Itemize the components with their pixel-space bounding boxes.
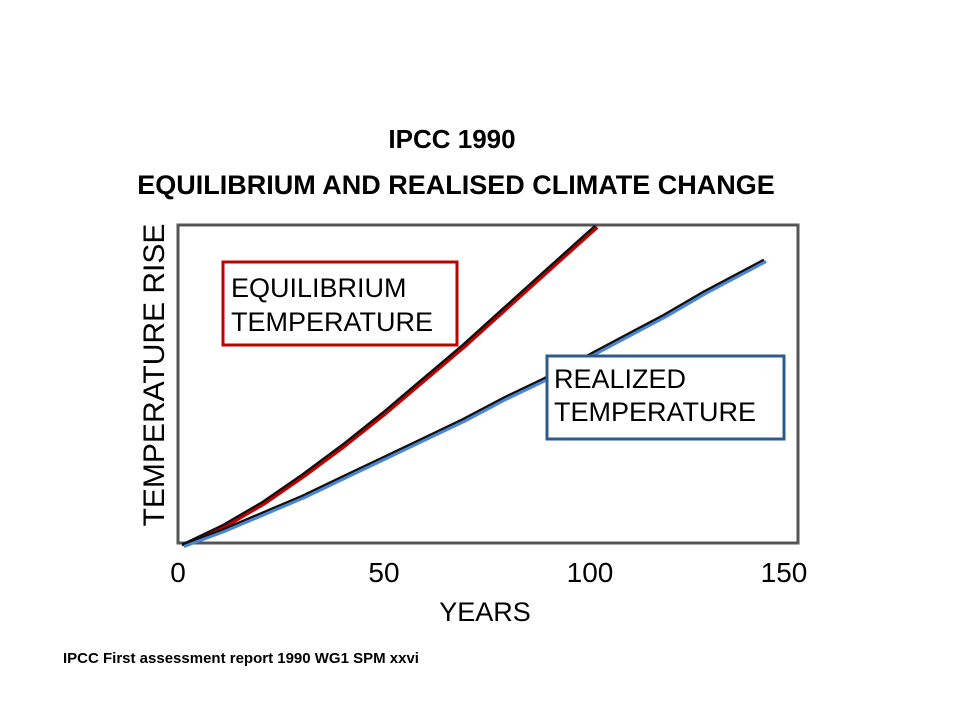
series-shadow-line [181, 258, 765, 547]
realized-label-line1: REALIZED [554, 364, 686, 394]
slide-title-line2: EQUILIBRIUM AND REALISED CLIMATE CHANGE [137, 170, 775, 200]
series-layer [181, 224, 767, 548]
equilibrium-series-line [183, 226, 599, 548]
x-tick-label: 100 [567, 557, 614, 588]
realized-label-line2: TEMPERATURE [554, 397, 756, 427]
equilibrium-label-box [221, 260, 459, 347]
realized-label-box [545, 354, 786, 441]
source-citation: IPCC First assessment report 1990 WG1 SP… [63, 650, 419, 667]
slide-title-line1: IPCC 1990 [388, 124, 516, 154]
y-axis-label: TEMPERATURE RISE [138, 224, 171, 527]
equilibrium-label-line1: EQUILIBRIUM [231, 273, 407, 303]
series-shadow-line [181, 224, 597, 547]
realized-series-line [183, 260, 767, 548]
plot-frame [176, 223, 800, 545]
x-axis-label: YEARS [439, 597, 531, 627]
equilibrium-label-line2: TEMPERATURE [231, 307, 433, 337]
x-tick-label: 0 [170, 557, 186, 588]
x-tick-label: 150 [761, 557, 808, 588]
x-tick-label: 50 [368, 557, 399, 588]
